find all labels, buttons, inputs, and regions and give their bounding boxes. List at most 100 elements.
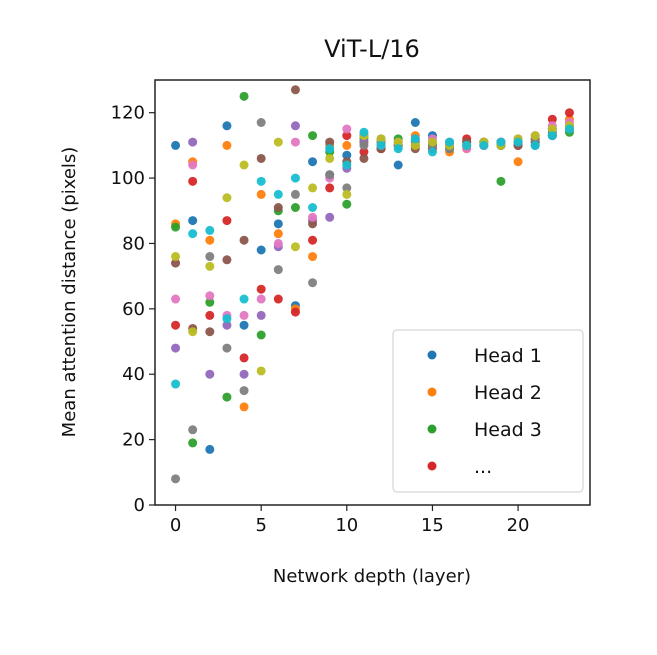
data-point: [325, 183, 335, 193]
data-point: [256, 294, 266, 304]
data-point: [171, 379, 181, 389]
data-point: [308, 212, 318, 222]
data-point: [564, 124, 574, 134]
data-point: [325, 212, 335, 222]
data-point: [222, 140, 232, 150]
data-point: [256, 284, 266, 294]
data-point: [547, 124, 557, 134]
data-point: [308, 235, 318, 245]
x-tick-label: 10: [335, 515, 358, 536]
data-point: [256, 153, 266, 163]
data-point: [273, 137, 283, 147]
x-tick-label: 20: [507, 515, 530, 536]
x-axis: 0 5 10 15 20: [170, 505, 530, 536]
data-point: [171, 252, 181, 262]
data-point: [393, 160, 403, 170]
data-point: [513, 157, 523, 167]
data-point: [256, 310, 266, 320]
legend-label: ...: [474, 456, 492, 478]
data-point: [273, 203, 283, 212]
legend-label: Head 2: [474, 382, 542, 404]
legend: Head 1 Head 2 Head 3...: [392, 329, 584, 493]
data-point: [308, 131, 318, 141]
data-point: [308, 183, 318, 193]
data-point: [290, 307, 300, 317]
data-point: [290, 137, 300, 147]
data-point: [188, 425, 198, 435]
data-point: [308, 203, 318, 212]
chart-title: ViT-L/16: [324, 35, 420, 63]
data-point: [342, 131, 352, 141]
data-point: [256, 245, 266, 255]
data-point: [427, 147, 437, 157]
legend-box: [392, 329, 584, 493]
data-point: [273, 219, 283, 229]
data-point: [239, 310, 249, 320]
data-point: [222, 193, 232, 203]
data-point: [342, 140, 352, 150]
data-point: [239, 294, 249, 304]
data-point: [171, 320, 181, 330]
data-point: [239, 353, 249, 363]
data-point: [256, 118, 266, 127]
data-point: [513, 137, 523, 147]
data-point: [171, 343, 181, 353]
data-point: [171, 294, 181, 304]
data-point: [222, 216, 232, 226]
data-point: [342, 150, 352, 160]
legend-marker: [427, 350, 437, 360]
data-point: [222, 314, 232, 324]
data-point: [239, 235, 249, 245]
data-point: [393, 137, 403, 147]
data-point: [239, 160, 249, 170]
data-point: [205, 444, 215, 454]
data-point: [205, 252, 215, 262]
data-point: [479, 140, 489, 150]
y-tick-label: 0: [134, 495, 145, 516]
data-point: [188, 327, 198, 337]
data-point: [462, 140, 472, 150]
data-point: [308, 157, 318, 167]
data-point: [410, 134, 420, 144]
data-point: [547, 131, 557, 141]
data-points: [171, 85, 574, 484]
data-point: [530, 140, 540, 150]
plot-frame: [154, 79, 591, 506]
data-point: [171, 222, 181, 232]
data-point: [359, 147, 369, 157]
data-point: [222, 343, 232, 353]
data-point: [239, 320, 249, 330]
x-axis-label: Network depth (layer): [273, 566, 471, 587]
data-point: [290, 242, 300, 252]
data-point: [308, 278, 318, 288]
data-point: [205, 235, 215, 245]
data-point: [342, 160, 352, 170]
y-tick-label: 60: [122, 299, 145, 320]
data-point: [325, 144, 335, 154]
data-point: [376, 140, 386, 150]
data-point: [239, 91, 249, 101]
data-point: [273, 229, 283, 239]
data-point: [290, 189, 300, 199]
data-point: [342, 183, 352, 193]
data-point: [445, 137, 455, 147]
data-point: [290, 121, 300, 131]
data-point: [256, 176, 266, 186]
data-point: [256, 330, 266, 340]
data-point: [410, 118, 420, 127]
data-point: [308, 252, 318, 262]
data-point: [325, 153, 335, 163]
data-point: [205, 261, 215, 271]
data-point: [205, 310, 215, 320]
data-point: [376, 134, 386, 144]
data-point: [308, 219, 318, 229]
data-point: [171, 474, 181, 484]
data-point: [290, 203, 300, 212]
data-point: [427, 137, 437, 147]
data-point: [359, 153, 369, 163]
y-tick-label: 40: [122, 364, 145, 385]
data-point: [256, 366, 266, 376]
data-point: [393, 144, 403, 154]
y-tick-label: 120: [111, 103, 145, 124]
data-point: [188, 137, 198, 147]
